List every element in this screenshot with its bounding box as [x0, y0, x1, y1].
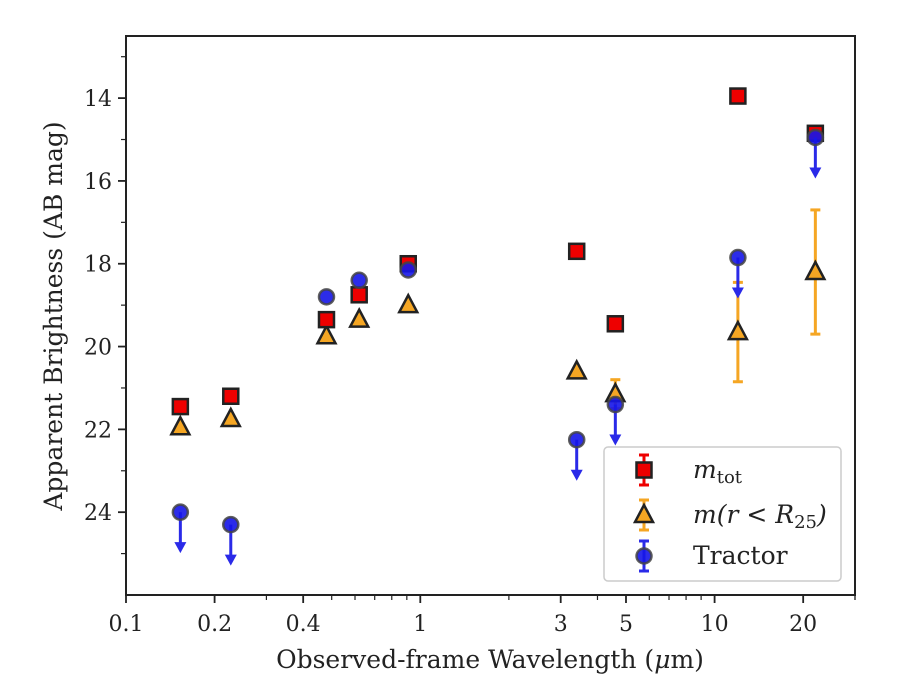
data-marks — [169, 87, 827, 566]
legend-items: mtot m(r < R25) Tractor — [632, 453, 827, 573]
y-tick-label: 14 — [84, 87, 112, 112]
data-point-triangle — [726, 319, 749, 341]
data-point-square — [350, 286, 368, 304]
upper-limit-head — [570, 469, 583, 481]
plot-frame — [125, 35, 856, 596]
upper-limit-head — [731, 287, 744, 299]
data-point-square — [171, 397, 190, 416]
series-triangle — [169, 208, 827, 436]
x-tick-label: 3 — [554, 612, 568, 637]
data-point-square — [567, 242, 586, 261]
upper-limit-head — [224, 554, 237, 566]
data-point-circle — [350, 271, 368, 290]
y-axis-ticks: 14 16 18 20 22 24 — [84, 56, 126, 555]
series-square — [171, 87, 825, 416]
series-circle — [171, 128, 825, 566]
data-point-triangle — [348, 306, 371, 328]
y-tick-label: 22 — [84, 418, 112, 443]
data-point-triangle — [219, 406, 242, 428]
data-point-circle — [729, 248, 747, 267]
legend-label: m(r < R25) — [693, 500, 827, 533]
data-point-triangle — [397, 292, 420, 314]
data-point-circle — [567, 430, 586, 449]
upper-limit-head — [809, 167, 822, 179]
legend-frame — [603, 446, 842, 582]
data-point-triangle — [315, 323, 338, 345]
x-axis-title-greek: μ — [654, 645, 670, 674]
data-point-circle — [606, 395, 625, 414]
legend-marker-circle — [635, 547, 653, 565]
legend-marker-triangle — [632, 502, 656, 524]
legend-marker-square — [635, 461, 653, 479]
x-tick-label: 1 — [413, 612, 427, 637]
data-point-triangle — [565, 358, 588, 380]
data-point-circle — [222, 515, 240, 534]
legend-item-triangle: m(r < R25) — [632, 498, 827, 533]
data-point-triangle — [169, 414, 192, 436]
data-point-circle — [317, 288, 336, 306]
legend-label: mtot — [693, 455, 743, 488]
x-tick-label: 10 — [701, 612, 729, 637]
data-point-square — [606, 315, 625, 333]
x-tick-label: 0.4 — [286, 612, 321, 637]
x-tick-label: 0.2 — [197, 612, 232, 637]
upper-limit-head — [609, 434, 622, 446]
legend: mtot m(r < R25) Tractor — [603, 446, 842, 582]
legend-label: Tractor — [693, 541, 788, 570]
x-tick-label: 5 — [619, 612, 633, 637]
y-tick-label: 18 — [84, 253, 112, 278]
x-axis-title-text: Observed-frame Wavelength ( — [276, 645, 654, 674]
data-point-square — [729, 87, 747, 105]
x-tick-label: 20 — [789, 612, 817, 637]
data-point-circle — [399, 261, 417, 279]
x-axis-title: Observed-frame Wavelength (μm) — [276, 645, 704, 674]
data-point-circle — [171, 503, 190, 521]
y-axis-title: Apparent Brightness (AB mag) — [39, 121, 68, 511]
y-tick-label: 20 — [84, 336, 112, 361]
data-point-triangle — [804, 259, 827, 281]
y-tick-label: 24 — [84, 501, 112, 526]
x-axis-ticks: 0.1 0.2 0.4 1 3 5 10 20 — [109, 595, 856, 637]
legend-item-circle: Tractor — [635, 539, 788, 573]
data-point-square — [222, 387, 240, 405]
x-tick-label: 0.1 — [109, 612, 144, 637]
data-point-circle — [806, 128, 825, 147]
upper-limit-head — [174, 542, 187, 554]
legend-item-square: mtot — [635, 453, 743, 488]
x-axis-title-unit: m) — [670, 645, 703, 674]
y-tick-label: 16 — [84, 170, 112, 195]
data-point-square — [317, 310, 336, 329]
